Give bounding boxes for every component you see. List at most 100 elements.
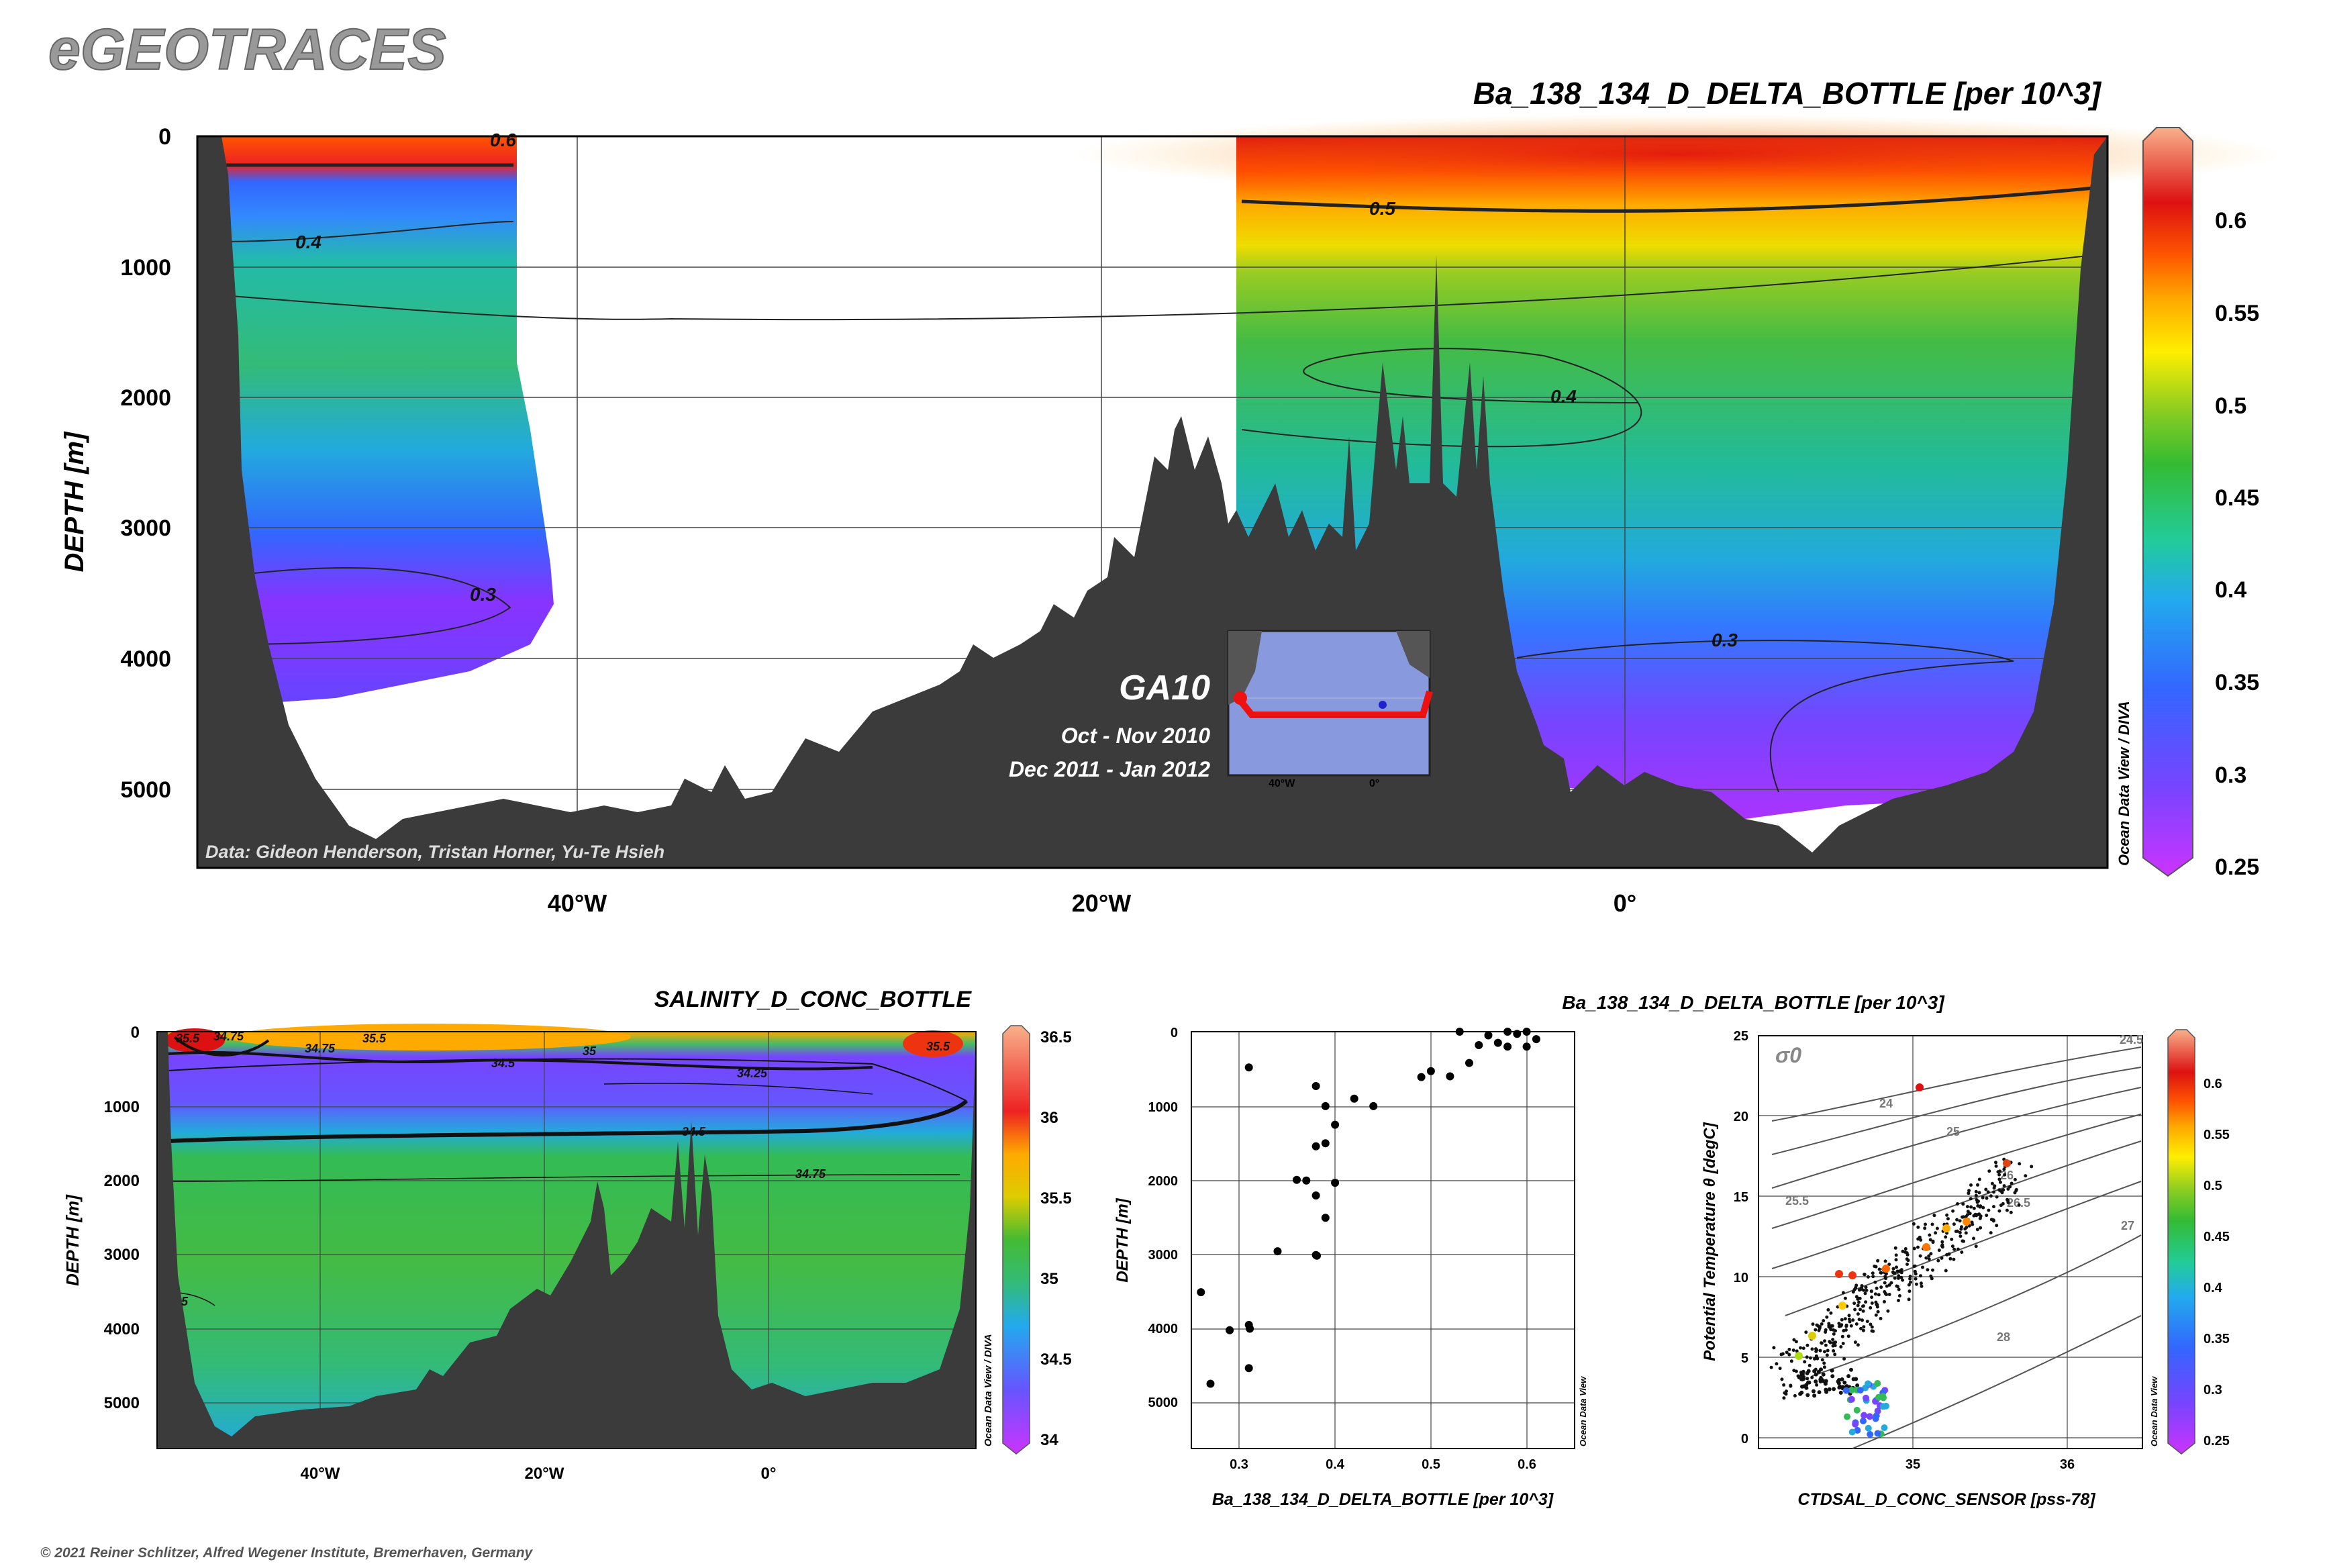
ts-sample-point [1940, 1240, 1944, 1244]
ts-sample-point [1810, 1375, 1814, 1379]
ts-sample-point [1989, 1194, 1993, 1198]
ts-sample-point [1992, 1205, 1995, 1209]
ts-sample-point [1876, 1259, 1880, 1263]
ts-sample-point [1895, 1269, 1899, 1273]
ts-sample-point [1991, 1218, 1995, 1222]
ts-sample-point [1974, 1189, 1978, 1193]
profile-x-ticks: 0.3 0.4 0.5 0.6 [1230, 1457, 1536, 1472]
ts-sample-point [1926, 1268, 1930, 1272]
ts-sample-point [1995, 1224, 1999, 1228]
ts-sample-point [1897, 1276, 1900, 1280]
ts-sample-point [1808, 1356, 1812, 1360]
ts-sample-point [1901, 1278, 1905, 1282]
ts-sample-point [1934, 1231, 1938, 1235]
ts-colored-point [1838, 1302, 1846, 1310]
ts-sample-point [1862, 1325, 1866, 1329]
ts-sample-point [1775, 1362, 1779, 1366]
ts-sample-point [1822, 1361, 1826, 1365]
ts-sample-point [1837, 1322, 1841, 1326]
ts-sample-point [1981, 1195, 1985, 1199]
ts-sample-point [1855, 1383, 1860, 1387]
ts-sample-point [1870, 1329, 1874, 1333]
ts-sample-point [1844, 1328, 1848, 1332]
ts-sample-point [1971, 1222, 1975, 1226]
ts-sample-point [1838, 1384, 1842, 1389]
ts-sample-point [1801, 1346, 1805, 1351]
svg-text:0.45: 0.45 [2215, 485, 2259, 511]
ts-sample-point [1930, 1277, 1934, 1281]
ts-sample-point [1825, 1315, 1829, 1319]
salinity-y-ticks: 0 1000 2000 3000 4000 5000 [104, 1024, 140, 1412]
ts-sample-point [1827, 1387, 1832, 1391]
profile-point [1197, 1288, 1205, 1297]
ts-sample-point [1783, 1391, 1787, 1395]
ts-sample-point [2002, 1167, 2006, 1171]
ts-sample-point [1841, 1342, 1845, 1345]
svg-text:36: 36 [2060, 1457, 2075, 1472]
ba-field-west [197, 136, 554, 705]
inset-tick: 40°W [1269, 778, 1295, 789]
ts-sample-point [1955, 1229, 1959, 1233]
ts-sample-point [1979, 1214, 1983, 1218]
ts-sample-point [1906, 1259, 1910, 1263]
ts-sample-point [2024, 1174, 2028, 1178]
ts-sample-point [1945, 1253, 1949, 1257]
ts-sample-point [1912, 1265, 1916, 1268]
svg-text:0.3: 0.3 [2204, 1383, 2222, 1398]
ts-sample-point [1811, 1322, 1815, 1326]
ts-sample-point [1891, 1267, 1895, 1271]
svg-text:3000: 3000 [120, 516, 171, 541]
main-contours [221, 163, 2095, 793]
ts-colored-point [1879, 1393, 1887, 1400]
ts-sample-point [1812, 1389, 1816, 1393]
svg-text:36: 36 [1040, 1109, 1058, 1127]
ts-sample-point [1990, 1181, 1994, 1185]
svg-text:0.25: 0.25 [2204, 1434, 2230, 1449]
ts-sample-point [1831, 1344, 1835, 1348]
svg-text:35.5: 35.5 [1040, 1189, 1072, 1208]
ts-sample-point [1986, 1190, 1990, 1194]
ts-sample-point [1974, 1244, 1978, 1248]
ts-sample-point [1836, 1378, 1841, 1382]
ts-sample-point [1826, 1308, 1830, 1312]
svg-text:0.4: 0.4 [2215, 577, 2246, 603]
ts-sample-point [1884, 1272, 1888, 1276]
ts-x-axis-label: CTDSAL_D_CONC_SENSOR [pss-78] [1797, 1490, 2096, 1509]
profile-point [1244, 1063, 1253, 1072]
ts-colored-point [1848, 1387, 1855, 1393]
profile-points [1197, 1028, 1540, 1388]
ts-colored-point [1865, 1380, 1872, 1387]
svg-text:0.5: 0.5 [1422, 1457, 1440, 1472]
ts-sample-point [1905, 1263, 1909, 1266]
ts-sample-point [1916, 1237, 1920, 1241]
ts-sample-point [1976, 1204, 1980, 1208]
ts-colored-point [1863, 1394, 1869, 1402]
ts-sample-point [1861, 1328, 1865, 1332]
ts-sample-point [2009, 1210, 2013, 1214]
ts-sample-point [1948, 1257, 1952, 1261]
ts-sample-point [1950, 1244, 1954, 1248]
ts-sample-point [1972, 1206, 1976, 1210]
ts-colored-point [1942, 1224, 1950, 1232]
svg-text:0°: 0° [761, 1465, 777, 1483]
profile-point [1503, 1028, 1512, 1036]
ts-sample-point [2008, 1185, 2012, 1189]
profile-point [1369, 1101, 1378, 1110]
ts-sample-point [1792, 1338, 1796, 1342]
ts-sample-point [1799, 1346, 1802, 1350]
ts-sample-point [1909, 1280, 1912, 1284]
ts-sample-point [1822, 1319, 1826, 1323]
ts-sample-point [1928, 1238, 1932, 1242]
ts-sample-point [1769, 1365, 1773, 1369]
svg-text:4000: 4000 [104, 1320, 140, 1338]
ts-sample-point [1818, 1377, 1823, 1382]
ts-sample-point [1891, 1270, 1895, 1274]
ts-sample-point [1870, 1301, 1874, 1305]
ts-sample-point [1914, 1272, 1918, 1276]
ts-sample-point [1876, 1310, 1880, 1314]
ts-sample-point [2000, 1191, 2004, 1195]
ts-sample-point [1989, 1231, 1993, 1235]
svg-text:0.55: 0.55 [2215, 301, 2259, 326]
ts-sample-point [1839, 1345, 1843, 1349]
ts-sample-point [1905, 1251, 1909, 1255]
